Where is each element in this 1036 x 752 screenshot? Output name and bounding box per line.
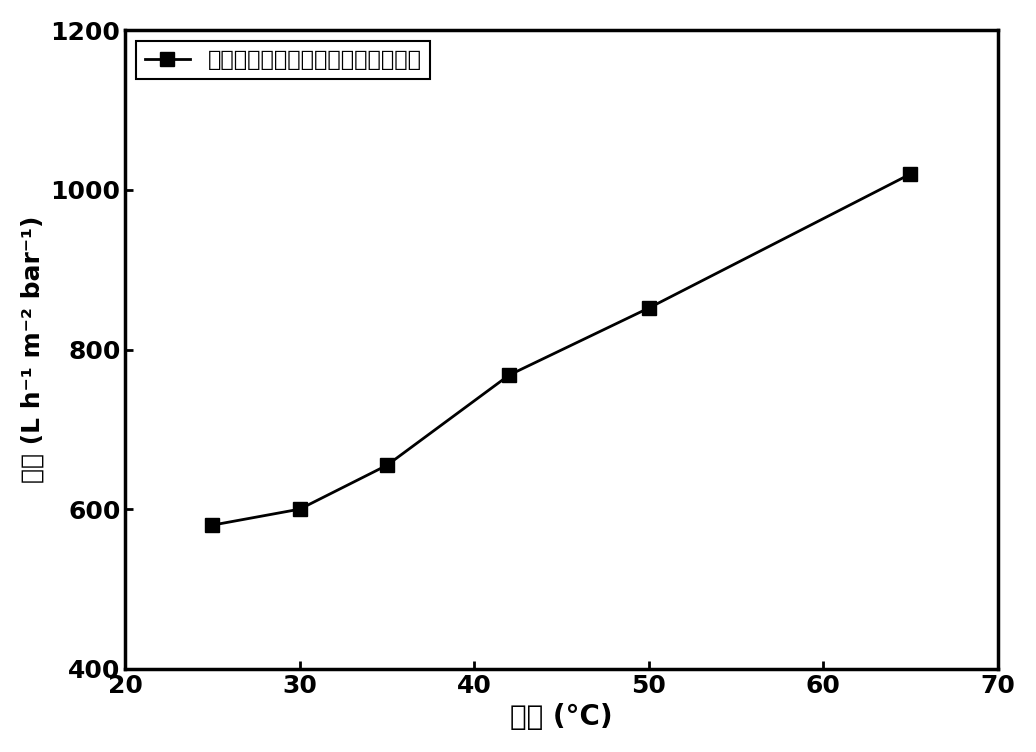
二维温敏金属有机框架纳米片基滤膜 bbox=[206, 520, 219, 529]
二维温敏金属有机框架纳米片基滤膜 bbox=[293, 505, 306, 514]
X-axis label: 温度 (°C): 温度 (°C) bbox=[510, 703, 613, 731]
二维温敏金属有机框架纳米片基滤膜 bbox=[904, 169, 917, 178]
Line: 二维温敏金属有机框架纳米片基滤膜: 二维温敏金属有机框架纳米片基滤膜 bbox=[205, 167, 918, 532]
Y-axis label: 通量 (L h⁻¹ m⁻² bar⁻¹): 通量 (L h⁻¹ m⁻² bar⁻¹) bbox=[21, 216, 45, 484]
二维温敏金属有机框架纳米片基滤膜 bbox=[381, 461, 394, 470]
Legend: 二维温敏金属有机框架纳米片基滤膜: 二维温敏金属有机框架纳米片基滤膜 bbox=[137, 41, 430, 79]
二维温敏金属有机框架纳米片基滤膜 bbox=[502, 371, 515, 380]
二维温敏金属有机框架纳米片基滤膜 bbox=[642, 304, 655, 313]
